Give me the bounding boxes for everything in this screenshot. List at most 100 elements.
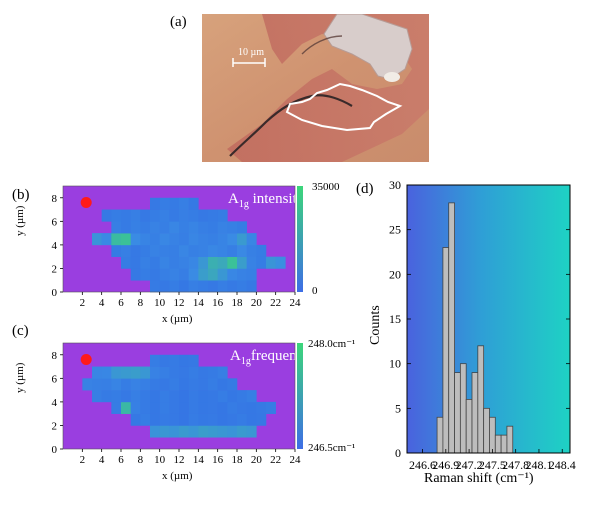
heatmap-cell: [111, 366, 122, 379]
heatmap-cell: [121, 209, 131, 222]
laser-spot-marker: [80, 196, 92, 208]
x-tick-label: 248.4: [549, 458, 576, 472]
heatmap-cell: [130, 268, 141, 281]
heatmap-cell: [179, 233, 189, 246]
heatmap-cell: [198, 280, 209, 293]
heatmap-cell: [169, 268, 180, 281]
x-tick-label: 14: [193, 297, 205, 309]
heatmap-cell: [227, 425, 238, 438]
intensity-colorbar-min: 0: [312, 285, 318, 297]
heatmap-cell: [159, 425, 170, 438]
heatmap-cell: [227, 401, 238, 414]
heatmap-cell: [169, 244, 180, 257]
heatmap-cell: [208, 425, 218, 438]
heatmap-cell: [92, 378, 102, 391]
intensity-map-ylabel: y (µm): [14, 205, 26, 236]
heatmap-cell: [227, 244, 238, 257]
svg-text:A1g intensity: A1g intensity: [228, 191, 305, 210]
heatmap-cell: [188, 197, 199, 210]
x-tick-label: 22: [270, 454, 281, 466]
x-tick-label: 10: [154, 454, 166, 466]
histogram-bar: [459, 363, 467, 454]
frequency-map-xlabel: x (µm): [162, 470, 193, 482]
y-tick-label: 4: [52, 240, 58, 252]
heatmap-cell: [150, 401, 160, 414]
heatmap-cell: [237, 268, 247, 281]
heatmap-cell: [150, 268, 160, 281]
x-tick-label: 24: [290, 454, 302, 466]
heatmap-cell: [208, 366, 218, 379]
histogram-bar: [436, 416, 444, 454]
frequency-map-title: A1gfrequency: [230, 348, 311, 367]
heatmap-cell: [217, 221, 228, 234]
heatmap-cell: [101, 209, 112, 222]
heatmap-cell: [121, 366, 131, 379]
heatmap-cell: [179, 401, 189, 414]
frequency-colorbar-max: 248.0cm⁻¹: [308, 338, 355, 350]
selection-outline: [285, 82, 403, 132]
heatmap-cell: [246, 401, 257, 414]
heatmap-cell: [179, 221, 189, 234]
heatmap-cell: [150, 221, 160, 234]
x-tick-label: 4: [99, 454, 105, 466]
heatmap-cell: [208, 233, 218, 246]
histogram-bar: [500, 434, 508, 454]
heatmap-cell: [130, 244, 141, 257]
heatmap-cell: [140, 209, 151, 222]
flake-region: [227, 14, 429, 162]
x-tick-label: 8: [138, 297, 144, 309]
x-tick-label: 248.1: [525, 458, 552, 472]
heatmap-cell: [217, 280, 228, 293]
heatmap-cell: [188, 366, 199, 379]
heatmap-cell: [159, 209, 170, 222]
heatmap-cell: [121, 221, 131, 234]
heatmap-cell: [217, 209, 228, 222]
heatmap-cell: [169, 425, 180, 438]
heatmap-cell: [159, 366, 170, 379]
heatmap-cell: [179, 209, 189, 222]
panel-d-label: (d): [356, 181, 374, 197]
y-tick-label: 30: [389, 178, 401, 192]
bright-spot: [384, 72, 400, 82]
heatmap-cell: [150, 413, 160, 426]
heatmap-cell: [217, 378, 228, 391]
heatmap-cell: [198, 413, 209, 426]
heatmap-cell: [217, 233, 228, 246]
heatmap-cell: [130, 209, 141, 222]
heatmap-cell: [217, 413, 228, 426]
intensity-colorbar: 35000 0: [297, 181, 340, 297]
heatmap-cell: [237, 221, 247, 234]
heatmap-cell: [140, 378, 151, 391]
heatmap-cell: [237, 413, 247, 426]
heatmap-cell: [169, 413, 180, 426]
heatmap-cell: [140, 233, 151, 246]
heatmap-cell: [246, 256, 257, 269]
heatmap-cell: [140, 366, 151, 379]
heatmap-cell: [179, 354, 189, 367]
heatmap-cell: [217, 390, 228, 403]
heatmap-cell: [198, 209, 209, 222]
scale-bar-label: 10 µm: [238, 47, 264, 58]
histogram-xlabel-text: Raman shift (cm⁻¹): [424, 471, 534, 486]
laser-spot-marker: [80, 353, 92, 365]
heatmap-cell: [217, 256, 228, 269]
x-tick-label: 24: [290, 297, 302, 309]
heatmap-cell: [179, 244, 189, 257]
y-tick-label: 8: [52, 193, 58, 205]
histogram-bar: [483, 407, 490, 454]
heatmap-cell: [140, 401, 151, 414]
heatmap-cell: [140, 221, 151, 234]
heatmap-cell: [150, 425, 160, 438]
heatmap-cell: [227, 378, 238, 391]
heatmap-cell: [169, 354, 180, 367]
y-tick-label: 20: [389, 267, 401, 281]
heatmap-cell: [256, 401, 267, 414]
heatmap-cell: [256, 256, 267, 269]
frequency-map-cells: [63, 343, 295, 449]
heatmap-cell: [82, 378, 93, 391]
heatmap-cell: [237, 244, 247, 257]
heatmap-cell: [188, 425, 199, 438]
x-tick-label: 14: [193, 454, 205, 466]
histogram-bar: [454, 372, 461, 454]
heatmap-cell: [169, 366, 180, 379]
